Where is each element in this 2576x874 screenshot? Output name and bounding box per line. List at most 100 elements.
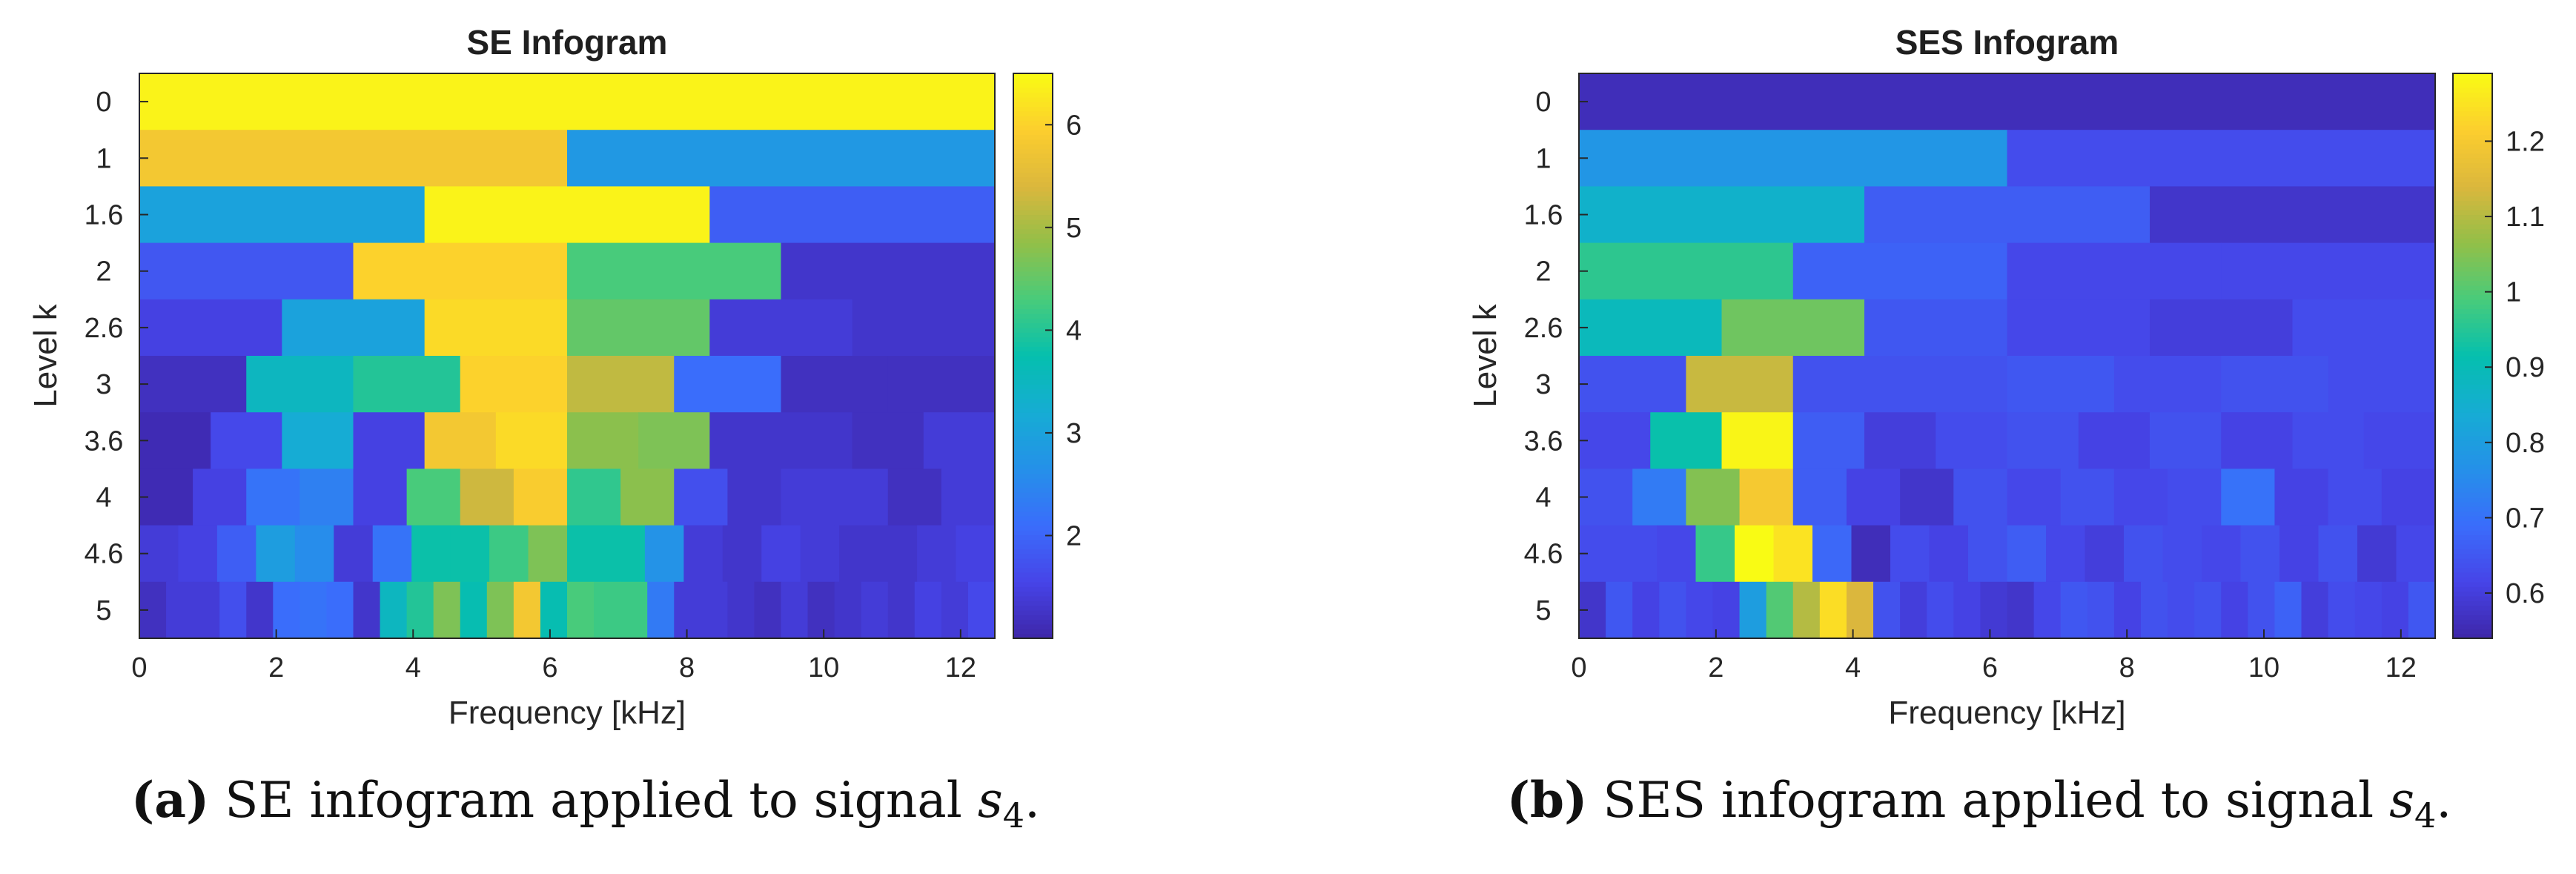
ses-cell-l7-b12	[2221, 469, 2276, 526]
ses-cell-l2-b0	[1579, 186, 1865, 244]
ses-cell-l8-b16	[2202, 525, 2242, 583]
ses-colorbar-segment	[2453, 469, 2492, 474]
ses-cell-l9-b2	[1632, 581, 1660, 639]
se-colorbar-segment	[1013, 487, 1053, 493]
caption-a-sub: 4	[1002, 795, 1024, 835]
se-colorbar-segment	[1013, 629, 1053, 635]
caption-a: (a) SE infogram applied to signal s4.	[59, 771, 1112, 835]
se-cell-l9-b16	[567, 581, 595, 639]
se-colorbar-segment	[1013, 506, 1053, 512]
se-cell-l8-b2	[216, 525, 256, 583]
ses-cell-l9-b12	[1900, 581, 1927, 639]
ses-colorbar-segment	[2453, 299, 2492, 305]
ses-cell-l5-b7	[2328, 356, 2436, 413]
se-x-axis-label: Frequency [kHz]	[448, 695, 686, 731]
ses-cell-l9-b9	[1819, 581, 1847, 639]
ses-y-axis-label: Level k	[1467, 303, 1503, 407]
ses-cell-l9-b13	[1927, 581, 1954, 639]
se-y-tick-label: 0	[96, 87, 111, 118]
se-cell-l7-b6	[460, 469, 514, 526]
se-cell-l9-b31	[967, 581, 996, 639]
ses-colorbar-segment	[2453, 219, 2492, 225]
se-cell-l9-b12	[460, 581, 488, 639]
ses-colorbar-segment	[2453, 205, 2492, 211]
ses-x-tick-label: 6	[1982, 652, 1998, 683]
ses-cell-l8-b13	[2085, 525, 2125, 583]
se-colorbar-segment	[1013, 313, 1053, 319]
ses-cell-l9-b4	[1686, 581, 1714, 639]
se-colorbar-segment	[1013, 172, 1053, 178]
ses-cell-l8-b15	[2162, 525, 2202, 583]
ses-colorbar-segment	[2453, 473, 2492, 479]
ses-cell-l8-b19	[2318, 525, 2358, 583]
ses-colorbar-segment	[2453, 454, 2492, 460]
ses-cell-l9-b5	[1712, 581, 1741, 639]
se-colorbar-tick-label: 2	[1066, 520, 1082, 552]
se-colorbar-segment	[1013, 483, 1053, 489]
se-cell-l6-b2	[282, 412, 354, 469]
ses-colorbar-segment	[2453, 360, 2492, 366]
se-cell-l7-b0	[139, 469, 193, 526]
ses-cell-l6-b6	[2007, 412, 2079, 469]
ses-infogram-panel: SES Infogram 0 2 4 6 8 10 12 0 1 1.6 2 2.6 3 3.6 4 4.6 5 F…	[1467, 23, 2545, 731]
se-colorbar-segment	[1013, 374, 1053, 380]
se-cell-l6-b0	[139, 412, 211, 469]
ses-cell-l7-b13	[2274, 469, 2329, 526]
ses-colorbar-segment	[2453, 148, 2492, 154]
se-cell-l8-b11	[567, 525, 607, 583]
ses-colorbar-segment	[2453, 176, 2492, 182]
ses-y-tick-label: 4	[1535, 483, 1551, 514]
se-colorbar-segment	[1013, 525, 1053, 531]
ses-colorbar-segment	[2453, 577, 2492, 583]
ses-axes-frame	[1578, 73, 2436, 639]
caption-a-var: s	[977, 772, 1003, 829]
ses-cell-l8-b21	[2396, 525, 2436, 583]
se-colorbar-tick-label: 6	[1066, 110, 1082, 141]
se-colorbar-segment	[1013, 605, 1053, 611]
se-cell-l9-b13	[486, 581, 514, 639]
ses-cell-l5-b0	[1579, 356, 1686, 413]
ses-colorbar-segment	[2453, 374, 2492, 380]
ses-colorbar-segment	[2453, 276, 2492, 281]
ses-colorbar-segment	[2453, 431, 2492, 437]
ses-cell-l9-b30	[2381, 581, 2409, 639]
se-colorbar-segment	[1013, 595, 1053, 601]
se-y-tick-label: 2	[96, 256, 111, 288]
se-cell-l5-b1	[246, 356, 354, 413]
se-cell-l6-b10	[852, 412, 924, 469]
se-cell-l7-b9	[620, 469, 675, 526]
se-colorbar-segment	[1013, 511, 1053, 517]
se-cell-l9-b21	[701, 581, 728, 639]
se-colorbar-segment	[1013, 412, 1053, 418]
se-cell-l0-b0	[139, 73, 996, 130]
se-colorbar-segment	[1013, 581, 1053, 587]
ses-y-tick-label: 2	[1535, 256, 1551, 288]
se-colorbar-segment	[1013, 327, 1053, 333]
ses-cell-l9-b11	[1873, 581, 1901, 639]
ses-colorbar-segment	[2453, 379, 2492, 385]
ses-colorbar-segment	[2453, 224, 2492, 230]
se-colorbar-segment	[1013, 379, 1053, 385]
ses-colorbar-segment	[2453, 586, 2492, 592]
ses-cell-l3-b2	[2007, 242, 2222, 300]
se-colorbar-segment	[1013, 591, 1053, 597]
se-colorbar-segment	[1013, 421, 1053, 427]
ses-chart-title: SES Infogram	[1895, 23, 2119, 62]
ses-colorbar-segment	[2453, 191, 2492, 196]
ses-cell-l8-b7	[1851, 525, 1891, 583]
ses-cell-l8-b18	[2279, 525, 2320, 583]
se-axes-frame	[139, 73, 996, 639]
ses-colorbar-segment	[2453, 393, 2492, 399]
se-colorbar-segment	[1013, 322, 1053, 328]
ses-colorbar-segment	[2453, 534, 2492, 540]
se-colorbar-segment	[1013, 205, 1053, 211]
se-colorbar-segment	[1013, 529, 1053, 535]
ses-colorbar-tick-label: 1.1	[2506, 202, 2545, 233]
caption-b-text: SES infogram applied to signal	[1603, 772, 2374, 829]
se-colorbar-segment	[1013, 549, 1053, 554]
ses-colorbar-segment	[2453, 388, 2492, 394]
ses-colorbar-segment	[2453, 515, 2492, 521]
ses-cell-l9-b8	[1792, 581, 1821, 639]
ses-cell-l8-b2	[1657, 525, 1697, 583]
ses-cell-l7-b7	[1953, 469, 2008, 526]
